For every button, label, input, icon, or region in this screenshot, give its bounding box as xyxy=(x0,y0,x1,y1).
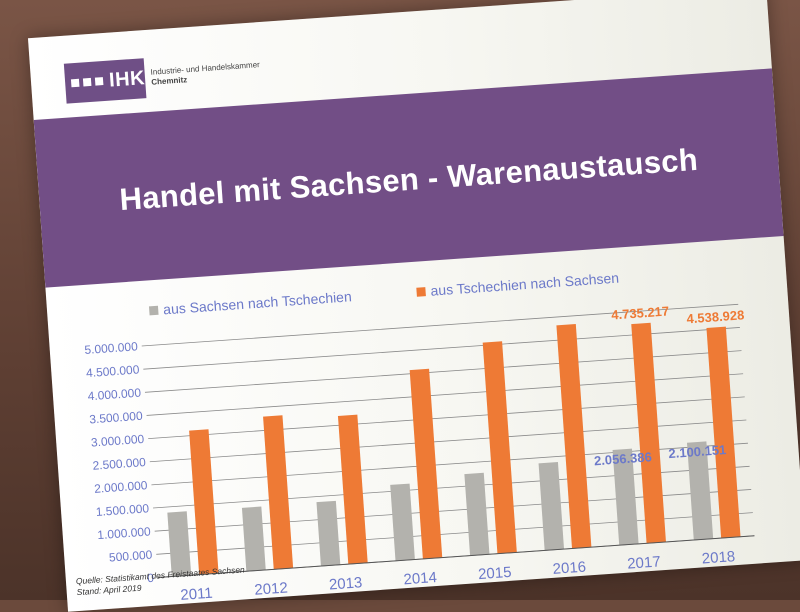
logo-caption: Industrie- und Handelskammer Chemnitz xyxy=(150,60,261,88)
bar-orange xyxy=(482,341,517,554)
x-tick-label: 2015 xyxy=(478,564,512,583)
bar-grey xyxy=(167,511,192,577)
y-tick-label: 4.000.000 xyxy=(87,386,142,404)
y-tick-label: 0 xyxy=(147,571,155,585)
y-tick-label: 3.500.000 xyxy=(89,409,144,427)
x-tick-label: 2011 xyxy=(180,585,213,604)
bar-orange xyxy=(706,326,741,539)
ihk-logo-mark: IHK xyxy=(63,58,147,104)
data-label-orange: 4.538.928 xyxy=(686,307,745,326)
legend-swatch-orange xyxy=(416,286,426,297)
data-label-grey: 2.056.386 xyxy=(594,449,653,468)
x-tick-label: 2014 xyxy=(403,569,437,588)
data-labels: 2.056.386 2.100.151 4.735.217 4.538.928 xyxy=(594,303,745,468)
y-tick-label: 2.500.000 xyxy=(92,455,147,473)
logo-square-icon xyxy=(70,78,80,88)
presentation-slide: IHK Industrie- und Handelskammer Chemnit… xyxy=(27,0,800,612)
bar-orange xyxy=(631,322,666,544)
x-tick-label: 2018 xyxy=(701,548,735,567)
legend-swatch-grey xyxy=(148,305,159,315)
y-tick-label: 1.500.000 xyxy=(95,501,150,519)
bar-orange xyxy=(263,415,294,570)
x-axis-labels: 2011 2012 2013 2014 2015 2016 2017 2018 xyxy=(180,548,736,604)
y-tick-label: 1.000.000 xyxy=(97,524,152,542)
x-tick-label: 2016 xyxy=(552,559,586,578)
bar-grey xyxy=(316,500,341,567)
slide-title: Handel mit Sachsen - Warenaustausch xyxy=(118,141,700,218)
bar-grey xyxy=(538,462,565,551)
logo-square-icon xyxy=(82,77,92,87)
y-tick-label: 4.500.000 xyxy=(86,362,141,380)
y-tick-label: 5.000.000 xyxy=(84,339,139,357)
y-tick-label: 2.000.000 xyxy=(94,478,149,496)
ihk-logo: IHK Industrie- und Handelskammer Chemnit… xyxy=(63,48,267,106)
y-tick-label: 3.000.000 xyxy=(90,432,145,450)
bar-grey xyxy=(686,441,714,540)
data-label-grey: 2.100.151 xyxy=(668,442,727,461)
y-axis-ticks: 0 500.000 1.000.000 1.500.000 2.000.000 2.500… xyxy=(84,339,155,585)
x-axis-line xyxy=(157,535,755,578)
bar-chart: 0 500.000 1.000.000 1.500.000 2.000.000 2.500… xyxy=(84,303,755,604)
data-label-orange: 4.735.217 xyxy=(611,303,670,322)
x-tick-label: 2013 xyxy=(328,574,362,593)
bar-grey xyxy=(390,483,415,561)
y-tick-label: 500.000 xyxy=(109,548,154,565)
grid-line xyxy=(141,303,739,347)
bar-grey xyxy=(464,472,490,556)
bar-orange xyxy=(556,324,592,549)
bar-grey xyxy=(241,506,266,572)
logo-wordmark: IHK xyxy=(108,66,146,92)
bars xyxy=(167,322,741,577)
logo-square-icon xyxy=(94,77,104,86)
bar-orange xyxy=(409,368,443,559)
title-banner: Handel mit Sachsen - Warenaustausch xyxy=(33,68,784,288)
bar-grey xyxy=(612,448,639,546)
bar-orange xyxy=(189,429,219,575)
x-tick-label: 2012 xyxy=(254,579,288,598)
x-tick-label: 2017 xyxy=(627,553,661,572)
bar-orange xyxy=(337,414,368,565)
